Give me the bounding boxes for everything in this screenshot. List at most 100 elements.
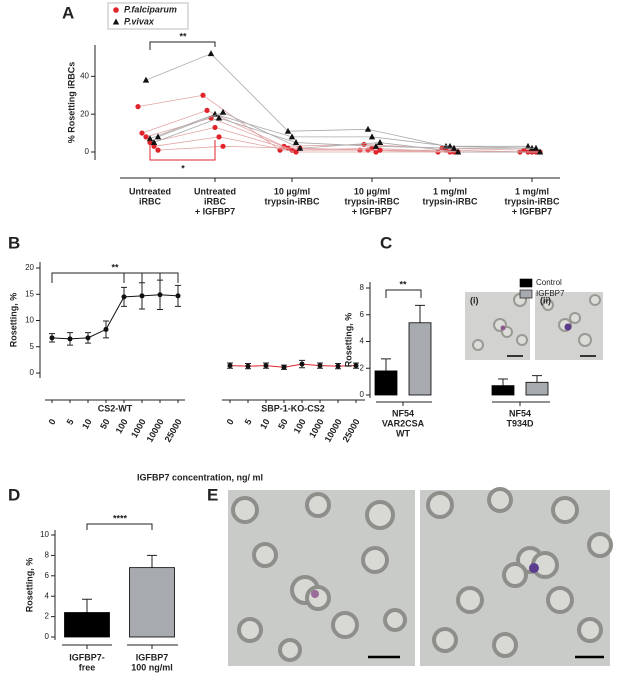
point <box>376 139 384 146</box>
legend-label: P.falciparum <box>124 4 177 14</box>
point <box>211 110 219 117</box>
point <box>139 293 145 299</box>
error-bar <box>532 375 542 383</box>
cells <box>472 293 601 351</box>
x-tick-label: 0 <box>225 417 236 426</box>
y-tick-label: 10 <box>25 316 34 325</box>
y-tick-label: 20 <box>80 109 89 118</box>
x-tick-label: 50 <box>98 417 112 431</box>
y-tick-label: 2 <box>360 363 365 372</box>
bar <box>408 322 432 396</box>
point <box>219 108 227 115</box>
inset-images <box>465 292 603 360</box>
x-tick-label: 1000 <box>307 417 326 439</box>
point <box>450 144 458 151</box>
x-tick-label: iRBC <box>204 196 226 206</box>
x-axis-label: IGFBP7 concentration, ng/ ml <box>137 472 263 482</box>
x-tick-label: 25000 <box>163 417 184 444</box>
point <box>204 107 210 113</box>
y-tick-label: 15 <box>25 289 34 298</box>
y-tick-label: 6 <box>45 571 50 580</box>
point <box>353 363 359 369</box>
bar <box>64 612 110 638</box>
x-tick-label: 10 <box>258 417 272 431</box>
y-tick-label: 0 <box>360 390 365 399</box>
y-tick-label: 40 <box>80 71 89 80</box>
point <box>245 363 251 369</box>
legend-marker <box>112 18 120 25</box>
point <box>335 363 341 369</box>
point <box>215 114 223 121</box>
y-axis-label: Rosetting, % <box>343 313 353 368</box>
annotation: * <box>181 163 185 173</box>
point <box>281 364 287 370</box>
x-tick-label: 5 <box>243 417 254 426</box>
point <box>157 292 163 298</box>
x-tick-label: 100 <box>292 417 308 435</box>
point <box>288 133 296 140</box>
point <box>364 125 372 132</box>
error-bar <box>82 598 92 613</box>
x-tick-label: 1 mg/ml <box>515 186 549 196</box>
panel-letter: D <box>8 485 20 504</box>
point <box>292 139 300 146</box>
micrographs <box>228 487 613 666</box>
bracket <box>149 140 216 161</box>
bracket <box>86 523 153 530</box>
point <box>317 363 323 369</box>
point <box>155 147 161 153</box>
point <box>67 336 73 342</box>
point <box>150 139 158 146</box>
x-tick-label: NF54 <box>392 408 414 418</box>
annotation: ** <box>111 262 119 272</box>
panel-letter: A <box>62 3 74 22</box>
y-tick-label: 4 <box>360 337 365 346</box>
bar <box>525 381 549 396</box>
bar <box>491 385 515 396</box>
x-tick-label: iRBC <box>139 196 161 206</box>
point <box>524 142 532 149</box>
panel-letter: E <box>207 485 218 504</box>
point <box>263 363 269 369</box>
point <box>284 127 292 134</box>
point <box>361 141 367 148</box>
x-tick-label: trypsin-iRBC <box>344 196 400 206</box>
group-label: SBP-1-KO-CS2 <box>261 403 325 413</box>
point <box>175 293 181 299</box>
y-tick-label: 8 <box>360 283 365 292</box>
point <box>85 335 91 341</box>
point <box>103 326 109 332</box>
annotation: **** <box>113 513 128 523</box>
y-tick-label: 2 <box>45 612 50 621</box>
parasite <box>311 590 319 598</box>
y-tick-label: 6 <box>360 310 365 319</box>
x-tick-label: 1000 <box>129 417 148 439</box>
point <box>299 361 305 367</box>
x-tick-label: VAR2CSA <box>382 418 425 428</box>
y-tick-label: 8 <box>45 551 50 560</box>
point <box>220 143 226 149</box>
legend-label: Control <box>536 278 562 287</box>
point <box>446 142 454 149</box>
x-tick-label: trypsin-iRBC <box>264 196 320 206</box>
sample-line <box>153 117 536 149</box>
point <box>368 133 376 140</box>
y-tick-label: 20 <box>25 263 34 272</box>
annotation: ** <box>179 31 187 41</box>
x-tick-label: free <box>79 662 96 672</box>
x-tick-label: + IGFBP7 <box>195 206 235 216</box>
inset-label: (ii) <box>540 295 551 305</box>
sample-line <box>145 53 528 147</box>
point <box>454 148 462 155</box>
point <box>139 130 145 136</box>
cells <box>231 487 613 662</box>
x-tick-label: IGFBP7- <box>69 652 105 662</box>
point <box>121 294 127 300</box>
sample-line <box>157 111 540 153</box>
point <box>373 149 379 155</box>
x-tick-label: trypsin-iRBC <box>422 196 478 206</box>
point <box>143 134 149 140</box>
x-tick-label: T934D <box>506 418 534 428</box>
point <box>200 92 206 98</box>
